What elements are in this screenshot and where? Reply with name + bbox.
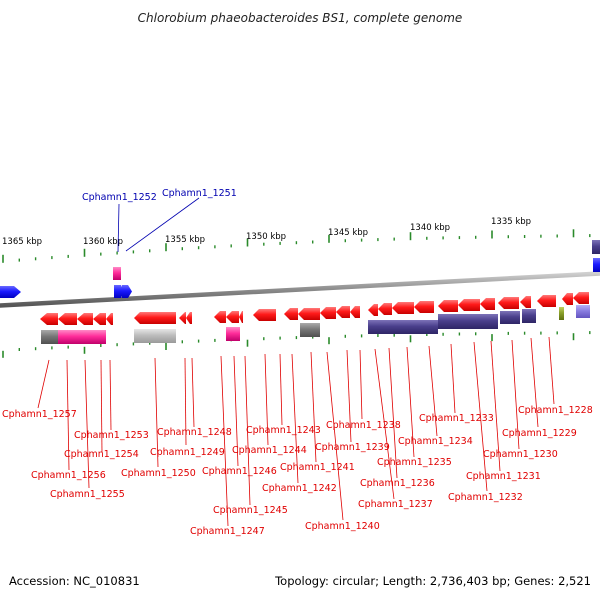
gene-label[interactable]: Cphamn1_1243 bbox=[246, 425, 321, 436]
gene-label[interactable]: Cphamn1_1233 bbox=[419, 413, 494, 424]
gene-feature[interactable] bbox=[0, 286, 21, 298]
gene-label[interactable]: Cphamn1_1249 bbox=[150, 447, 225, 458]
gene-feature[interactable] bbox=[438, 300, 458, 312]
gene-feature[interactable] bbox=[134, 329, 176, 343]
outer-scale-ticks bbox=[2, 229, 591, 263]
gene-feature[interactable] bbox=[498, 297, 519, 309]
accession-text: Accession: NC_010831 bbox=[9, 574, 140, 588]
gene-feature[interactable] bbox=[522, 309, 536, 323]
gene-feature[interactable] bbox=[179, 312, 186, 324]
gene-label[interactable]: Cphamn1_1257 bbox=[2, 409, 77, 420]
gene-feature[interactable] bbox=[58, 330, 106, 344]
gene-feature[interactable] bbox=[186, 312, 192, 324]
gene-feature[interactable] bbox=[122, 285, 132, 298]
inner-scale-ticks bbox=[2, 331, 591, 358]
scale-label-1360: 1360 kbp bbox=[83, 237, 123, 247]
gene-label[interactable]: Cphamn1_1234 bbox=[398, 436, 473, 447]
gene-label[interactable]: Cphamn1_1253 bbox=[74, 430, 149, 441]
gene-label[interactable]: Cphamn1_1231 bbox=[466, 471, 541, 482]
gene-feature[interactable] bbox=[114, 285, 124, 298]
gene-label[interactable]: Cphamn1_1238 bbox=[326, 420, 401, 431]
genome-backbone bbox=[0, 271, 600, 308]
gene-feature[interactable] bbox=[573, 292, 589, 304]
scale-label-1355: 1355 kbp bbox=[165, 235, 205, 245]
gene-feature[interactable] bbox=[40, 313, 58, 325]
gene-feature[interactable] bbox=[106, 313, 113, 325]
gene-feature[interactable] bbox=[226, 311, 239, 323]
gene-feature[interactable] bbox=[414, 301, 434, 313]
gene-feature[interactable] bbox=[226, 327, 240, 341]
gene-label[interactable]: Cphamn1_1252 bbox=[82, 192, 157, 203]
gene-feature[interactable] bbox=[520, 296, 531, 308]
gene-feature[interactable] bbox=[298, 308, 320, 320]
scale-label-1365: 1365 kbp bbox=[2, 237, 42, 247]
scale-label-1335: 1335 kbp bbox=[491, 217, 531, 227]
gene-feature[interactable] bbox=[576, 305, 590, 318]
gene-label[interactable]: Cphamn1_1256 bbox=[31, 470, 106, 481]
gene-feature[interactable] bbox=[500, 311, 520, 324]
bottom-gene-labels: Cphamn1_1257 Cphamn1_1256 Cphamn1_1255 C… bbox=[2, 336, 593, 537]
gene-feature[interactable] bbox=[41, 330, 58, 344]
scale-label-1345: 1345 kbp bbox=[328, 228, 368, 238]
scale-labels: 1365 kbp 1360 kbp 1355 kbp 1350 kbp 1345… bbox=[2, 217, 531, 247]
gene-feature[interactable] bbox=[537, 295, 556, 307]
gene-feature[interactable] bbox=[378, 303, 392, 315]
gene-label[interactable]: Cphamn1_1232 bbox=[448, 492, 523, 503]
map-title: Chlorobium phaeobacteroides BS1, complet… bbox=[138, 11, 463, 25]
gene-feature[interactable] bbox=[214, 311, 226, 323]
gene-label[interactable]: Cphamn1_1254 bbox=[64, 449, 139, 460]
gene-label[interactable]: Cphamn1_1229 bbox=[502, 428, 577, 439]
gene-feature[interactable] bbox=[134, 312, 176, 324]
gene-label[interactable]: Cphamn1_1248 bbox=[157, 427, 232, 438]
gene-label[interactable]: Cphamn1_1240 bbox=[305, 521, 380, 532]
gene-label[interactable]: Cphamn1_1241 bbox=[280, 462, 355, 473]
gene-label[interactable]: Cphamn1_1255 bbox=[50, 489, 125, 500]
gene-label[interactable]: Cphamn1_1230 bbox=[483, 449, 558, 460]
gene-label[interactable]: Cphamn1_1245 bbox=[213, 505, 288, 516]
gene-feature[interactable] bbox=[77, 313, 93, 325]
gene-label[interactable]: Cphamn1_1247 bbox=[190, 526, 265, 537]
gene-label[interactable]: Cphamn1_1239 bbox=[315, 442, 390, 453]
gene-label[interactable]: Cphamn1_1237 bbox=[358, 499, 433, 510]
gene-feature[interactable] bbox=[113, 267, 121, 280]
gene-feature[interactable] bbox=[300, 323, 320, 337]
gene-feature[interactable] bbox=[392, 302, 414, 314]
gene-feature[interactable] bbox=[284, 308, 298, 320]
gene-label[interactable]: Cphamn1_1250 bbox=[121, 468, 196, 479]
scale-label-1350: 1350 kbp bbox=[246, 232, 286, 242]
gene-label[interactable]: Cphamn1_1251 bbox=[162, 188, 237, 199]
gene-feature[interactable] bbox=[368, 320, 438, 334]
gene-label[interactable]: Cphamn1_1244 bbox=[232, 445, 307, 456]
gene-feature[interactable] bbox=[253, 309, 276, 321]
gene-feature[interactable] bbox=[592, 240, 600, 254]
gene-feature[interactable] bbox=[58, 313, 77, 325]
gene-feature[interactable] bbox=[336, 306, 350, 318]
gene-feature[interactable] bbox=[320, 307, 336, 319]
gene-feature[interactable] bbox=[562, 293, 573, 305]
top-gene-labels: Cphamn1_1252 Cphamn1_1251 bbox=[82, 188, 237, 253]
gene-feature[interactable] bbox=[480, 298, 495, 310]
gene-feature[interactable] bbox=[559, 307, 564, 320]
gene-feature[interactable] bbox=[350, 306, 360, 318]
gene-feature[interactable] bbox=[458, 299, 480, 311]
gene-feature[interactable] bbox=[239, 311, 243, 323]
gene-label[interactable]: Cphamn1_1246 bbox=[202, 466, 277, 477]
gene-label[interactable]: Cphamn1_1235 bbox=[377, 457, 452, 468]
gene-feature[interactable] bbox=[93, 313, 106, 325]
gene-label[interactable]: Cphamn1_1228 bbox=[518, 405, 593, 416]
scale-label-1340: 1340 kbp bbox=[410, 223, 450, 233]
gene-feature[interactable] bbox=[593, 258, 600, 272]
gene-feature[interactable] bbox=[438, 314, 498, 329]
gene-label[interactable]: Cphamn1_1236 bbox=[360, 478, 435, 489]
gene-track bbox=[0, 240, 600, 344]
gene-label[interactable]: Cphamn1_1242 bbox=[262, 483, 337, 494]
gene-feature[interactable] bbox=[368, 304, 378, 316]
genome-summary-text: Topology: circular; Length: 2,736,403 bp… bbox=[274, 574, 591, 588]
